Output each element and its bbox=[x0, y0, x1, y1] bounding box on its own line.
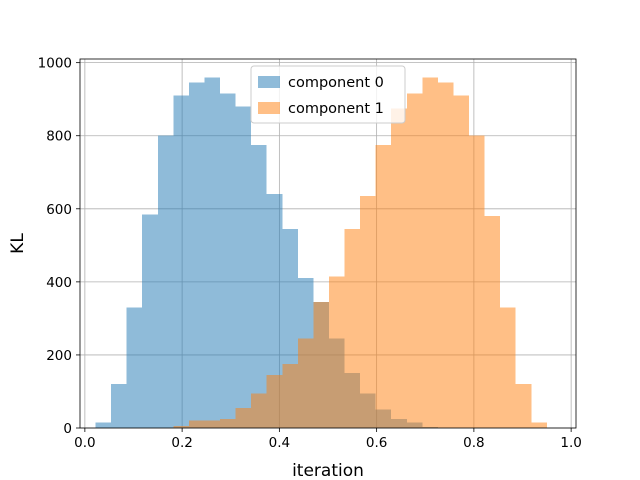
y-tick-label: 400 bbox=[46, 275, 72, 291]
histogram-bar-component-1 bbox=[251, 393, 267, 428]
histogram-bar-component-0 bbox=[235, 106, 252, 428]
histogram-bar-component-1 bbox=[500, 307, 516, 428]
histogram-bar-component-1 bbox=[220, 418, 236, 428]
histogram-bar-component-1 bbox=[515, 384, 532, 428]
y-tick-label: 600 bbox=[46, 202, 72, 218]
tick-labels: 0.0 0.2 0.4 0.6 0.8 1.0 0 200 400 600 800 1000 bbox=[38, 56, 582, 451]
y-tick-label: 200 bbox=[46, 348, 72, 364]
x-tick-label: 0.4 bbox=[269, 435, 290, 451]
histogram-bar-component-1 bbox=[328, 276, 345, 428]
histogram-bars bbox=[95, 77, 547, 429]
axes-frame bbox=[79, 58, 577, 429]
histogram-bar-component-0 bbox=[188, 82, 205, 428]
legend-label: component 1 bbox=[288, 101, 384, 117]
histogram-bar-component-1 bbox=[437, 82, 454, 428]
histogram-bar-component-1 bbox=[375, 144, 392, 428]
histogram-bar-component-0 bbox=[126, 307, 143, 428]
histogram-bar-component-1 bbox=[422, 77, 438, 428]
x-axis-label: iteration bbox=[292, 461, 364, 480]
histogram-bar-component-0 bbox=[95, 422, 112, 428]
histogram-bar-component-0 bbox=[251, 144, 267, 428]
legend-box bbox=[250, 65, 406, 124]
x-tick-label: 0.2 bbox=[171, 435, 192, 451]
histogram-bar-component-1 bbox=[360, 196, 376, 428]
histogram-bar-component-0 bbox=[220, 93, 236, 429]
x-tick-label: 1.0 bbox=[560, 435, 581, 451]
histogram-bar-component-0 bbox=[111, 384, 127, 428]
histogram-bar-component-1 bbox=[282, 364, 298, 428]
histogram-bar-component-1 bbox=[531, 422, 547, 428]
histogram-bar-component-1 bbox=[297, 338, 314, 428]
histogram-bar-component-0 bbox=[157, 135, 174, 428]
histogram-bar-component-1 bbox=[453, 95, 470, 428]
histogram-bar-component-0 bbox=[142, 214, 158, 428]
y-tick-label: 800 bbox=[46, 129, 72, 145]
histogram-bar-component-1 bbox=[391, 108, 407, 429]
histogram-bar-component-1 bbox=[235, 407, 252, 428]
histogram-bar-component-1 bbox=[484, 216, 501, 428]
legend-label: component 0 bbox=[288, 75, 384, 91]
histogram-bar-component-1 bbox=[266, 375, 283, 428]
histogram-bar-component-1 bbox=[406, 93, 423, 429]
x-tick-label: 0.8 bbox=[463, 435, 484, 451]
x-tick-label: 0.6 bbox=[366, 435, 387, 451]
y-tick-label: 1000 bbox=[38, 56, 72, 72]
axes bbox=[79, 58, 577, 429]
histogram-bar-component-1 bbox=[313, 301, 329, 428]
legend-swatch bbox=[258, 76, 280, 88]
y-tick-label: 0 bbox=[63, 421, 72, 437]
histogram-bar-component-0 bbox=[266, 194, 283, 428]
histogram-bar-component-1 bbox=[173, 426, 189, 428]
histogram-bar-component-1 bbox=[204, 420, 221, 428]
histogram-bar-component-1 bbox=[469, 135, 485, 428]
histogram-bar-component-1 bbox=[344, 228, 361, 428]
histogram-bar-component-0 bbox=[173, 95, 189, 428]
legend: component 0 component 1 bbox=[250, 65, 406, 124]
histogram-bar-component-1 bbox=[188, 420, 205, 428]
x-tick-label: 0.0 bbox=[74, 435, 95, 451]
y-axis-label: KL bbox=[8, 233, 28, 254]
histogram-bar-component-0 bbox=[204, 77, 221, 428]
legend-swatch bbox=[258, 102, 280, 114]
